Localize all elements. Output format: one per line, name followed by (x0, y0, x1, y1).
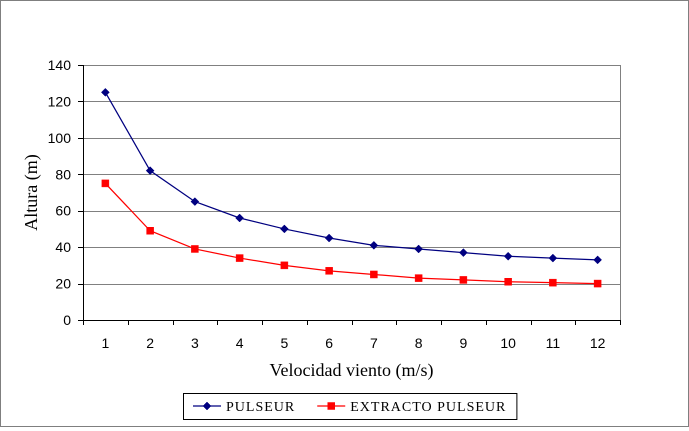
data-point (593, 279, 602, 288)
x-tick-label: 8 (415, 335, 423, 351)
x-tick-label: 1 (101, 335, 109, 351)
data-point (593, 255, 602, 265)
data-point (549, 278, 557, 287)
x-tick-label: 4 (236, 335, 244, 351)
data-point (325, 267, 333, 275)
data-point (191, 245, 199, 253)
data-point (101, 179, 110, 188)
x-tick-label: 2 (146, 335, 154, 351)
x-tick-label: 3 (191, 335, 199, 351)
legend: PULSEUR EXTRACTO PULSEUR (183, 393, 518, 420)
y-axis-title: Altura (m) (21, 154, 42, 230)
x-tick-label: 5 (280, 335, 288, 351)
data-point (280, 224, 289, 234)
y-tick-label: 40 (55, 239, 71, 255)
x-tick-label: 10 (500, 335, 516, 351)
data-point (459, 248, 468, 257)
legend-marker (327, 402, 335, 410)
y-tick-label: 100 (48, 130, 72, 146)
x-tick-label: 12 (590, 335, 606, 351)
legend-item-2: EXTRACTO PULSEUR (317, 400, 506, 415)
data-point (146, 227, 154, 235)
y-tick-label: 120 (48, 93, 72, 109)
data-point (190, 197, 200, 206)
x-tick-label: 6 (325, 335, 333, 351)
data-point (145, 166, 155, 175)
y-tick-label: 0 (63, 312, 71, 328)
x-tick-label: 9 (459, 335, 467, 351)
legend-label: EXTRACTO PULSEUR (350, 400, 506, 415)
x-tick-label: 7 (370, 335, 378, 351)
data-point (503, 251, 513, 261)
data-point (370, 270, 378, 279)
data-point (369, 240, 379, 250)
series-layer (101, 87, 602, 288)
data-point (548, 253, 558, 263)
legend-label: PULSEUR (226, 400, 295, 415)
legend-box (183, 393, 518, 420)
data-point (414, 244, 423, 254)
legend-item-1: PULSEUR (193, 400, 295, 415)
y-tick-label: 140 (48, 57, 72, 73)
series-line (104, 92, 598, 261)
x-tick-label: 11 (546, 335, 561, 351)
series-2 (101, 179, 602, 288)
data-point (101, 87, 110, 97)
x-axis-title: Velocidad viento (m/s) (270, 360, 434, 381)
y-tick-label: 80 (55, 166, 71, 182)
data-point (459, 276, 468, 284)
series-line (104, 182, 598, 285)
data-point (504, 278, 512, 286)
legend-marker (202, 401, 212, 411)
y-tick-label: 60 (55, 203, 71, 219)
data-point (280, 261, 289, 270)
series-1 (101, 87, 602, 265)
data-point (414, 274, 423, 282)
data-point (235, 254, 244, 262)
data-point (235, 213, 244, 223)
grid-lines (83, 65, 620, 285)
legend-items: PULSEUR EXTRACTO PULSEUR (193, 400, 506, 415)
axes (78, 65, 621, 325)
y-tick-label: 20 (55, 276, 71, 292)
data-point (324, 233, 334, 243)
